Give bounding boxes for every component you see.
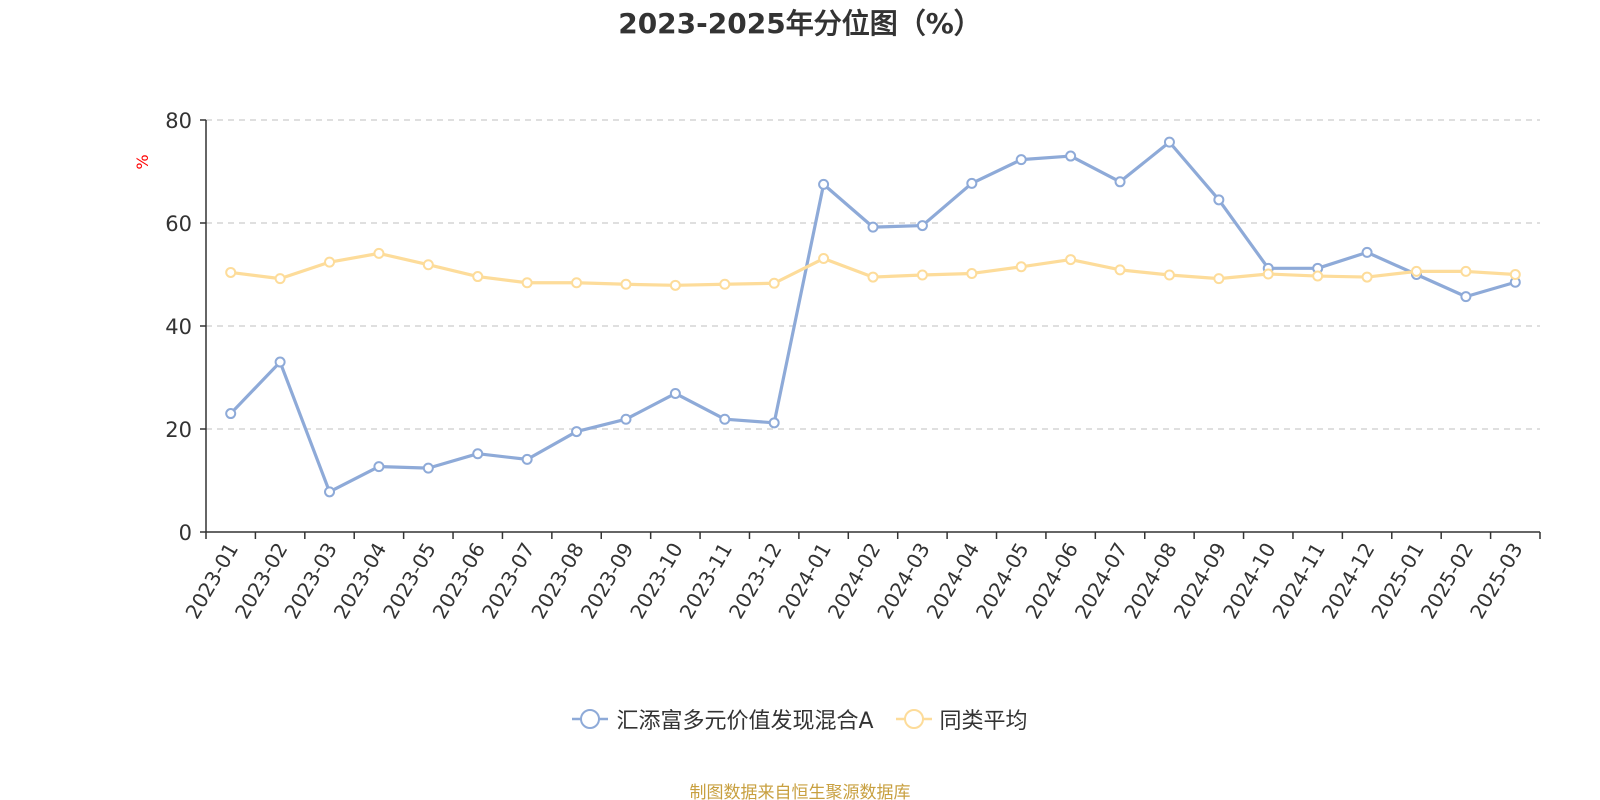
data-point[interactable] <box>1114 176 1126 188</box>
data-point[interactable] <box>1015 154 1027 166</box>
legend-label: 汇添富多元价值发现混合A <box>616 709 874 734</box>
data-point[interactable] <box>768 277 780 289</box>
y-tick-label: 80 <box>165 109 192 133</box>
y-tick-label: 40 <box>165 315 192 339</box>
data-point[interactable] <box>1163 269 1175 281</box>
data-point[interactable] <box>324 486 336 498</box>
data-point[interactable] <box>1213 273 1225 285</box>
y-tick-label: 0 <box>179 521 192 545</box>
legend-swatch-icon <box>572 709 609 729</box>
data-point[interactable] <box>373 461 385 473</box>
legend-label: 同类平均 <box>939 709 1028 734</box>
data-point[interactable] <box>1114 264 1126 276</box>
data-point[interactable] <box>422 259 434 271</box>
data-point[interactable] <box>472 448 484 460</box>
data-point[interactable] <box>1065 150 1077 162</box>
data-point[interactable] <box>966 267 978 279</box>
data-point[interactable] <box>1015 261 1027 273</box>
data-point[interactable] <box>669 279 681 291</box>
data-point[interactable] <box>966 177 978 189</box>
y-tick-label: 60 <box>165 212 192 236</box>
data-point[interactable] <box>373 247 385 259</box>
data-point[interactable] <box>818 178 830 190</box>
data-point[interactable] <box>571 277 583 289</box>
y-axis-title: % <box>133 154 152 169</box>
series-line <box>229 140 1516 494</box>
y-tick-label: 20 <box>165 418 192 442</box>
data-point[interactable] <box>1460 291 1472 303</box>
axes: 020406080%2023-012023-022023-032023-0420… <box>133 109 1541 623</box>
data-point[interactable] <box>274 273 286 285</box>
legend-item[interactable]: 同类平均 <box>895 703 1028 735</box>
data-point[interactable] <box>225 266 237 278</box>
data-point[interactable] <box>867 221 879 233</box>
data-point[interactable] <box>1410 265 1422 277</box>
series-2 <box>225 247 1521 291</box>
data-point[interactable] <box>916 220 928 232</box>
data-point[interactable] <box>719 413 731 425</box>
legend: 汇添富多元价值发现混合A 同类平均 <box>0 703 1600 735</box>
legend-item[interactable]: 汇添富多元价值发现混合A <box>572 703 874 735</box>
source-note: 制图数据来自恒生聚源数据库 <box>689 783 911 800</box>
series-1 <box>225 136 1521 498</box>
data-point[interactable] <box>1361 271 1373 283</box>
data-point[interactable] <box>324 256 336 268</box>
legend-swatch-icon <box>895 709 932 729</box>
data-point[interactable] <box>571 426 583 438</box>
line-chart: 020406080%2023-012023-022023-032023-0420… <box>133 109 1541 623</box>
data-point[interactable] <box>669 387 681 399</box>
data-point[interactable] <box>225 408 237 420</box>
series-lines <box>225 136 1521 498</box>
data-point[interactable] <box>521 453 533 465</box>
data-point[interactable] <box>620 413 632 425</box>
data-point[interactable] <box>916 269 928 281</box>
data-point[interactable] <box>1312 270 1324 282</box>
data-point[interactable] <box>1460 265 1472 277</box>
data-point[interactable] <box>768 417 780 429</box>
data-point[interactable] <box>1509 269 1521 280</box>
gridlines <box>206 119 1540 430</box>
data-point[interactable] <box>719 278 731 290</box>
data-point[interactable] <box>422 462 434 474</box>
chart-title: 2023-2025年分位图（%） <box>618 7 982 40</box>
data-point[interactable] <box>1361 246 1373 258</box>
data-point[interactable] <box>867 271 879 283</box>
data-point[interactable] <box>1262 268 1274 280</box>
data-point[interactable] <box>472 271 484 283</box>
data-point[interactable] <box>1163 136 1175 148</box>
data-point[interactable] <box>818 253 830 265</box>
data-point[interactable] <box>274 356 286 368</box>
data-point[interactable] <box>1213 194 1225 206</box>
data-point[interactable] <box>620 278 632 290</box>
data-point[interactable] <box>521 277 533 289</box>
data-point[interactable] <box>1065 254 1077 266</box>
